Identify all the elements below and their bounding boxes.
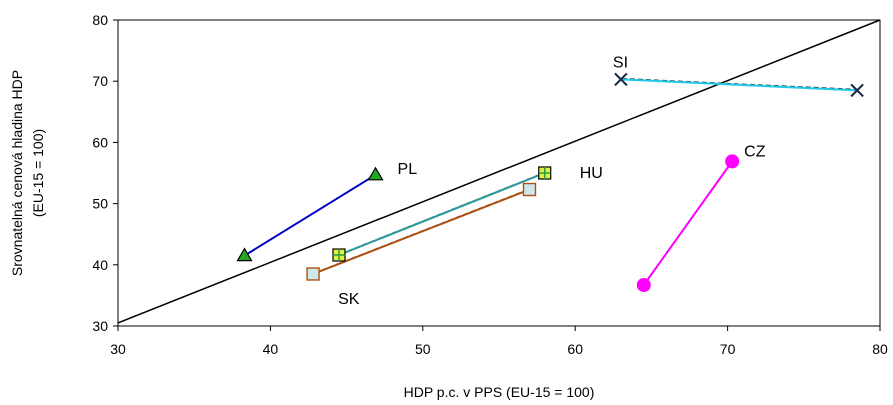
- x-tick-label: 40: [263, 341, 279, 357]
- x-tick-label: 50: [415, 341, 431, 357]
- y-tick-label: 70: [92, 73, 108, 89]
- y-tick-label: 40: [92, 257, 108, 273]
- y-tick-label: 30: [92, 318, 108, 334]
- x-axis-title: HDP p.c. v PPS (EU-15 = 100): [404, 384, 595, 400]
- reference-line: [117, 19, 881, 324]
- series-line: [642, 160, 733, 286]
- y-axis-title: Srovnatelná cenová hladina HDP: [9, 70, 25, 276]
- x-tick-label: 70: [720, 341, 736, 357]
- x-tick-label: 30: [110, 341, 126, 357]
- marker-square: [522, 182, 537, 197]
- marker-circle: [636, 277, 651, 292]
- series-label-hu: HU: [580, 165, 603, 182]
- series-line: [620, 78, 858, 92]
- marker-square: [306, 267, 320, 281]
- series-line: [338, 172, 546, 256]
- series-label-cz: CZ: [744, 143, 766, 160]
- series-label-si: SI: [613, 54, 628, 71]
- marker-circle: [725, 154, 740, 169]
- y-tick-label: 60: [92, 134, 108, 150]
- marker-triangle: [236, 247, 253, 262]
- marker-triangle: [367, 166, 384, 181]
- series-label-pl: PL: [398, 161, 418, 178]
- y-tick-label: 80: [92, 12, 108, 28]
- marker-x-b: [614, 72, 628, 87]
- series-line: [312, 188, 530, 275]
- y-axis-title-line-2: (EU-15 = 100): [30, 129, 46, 217]
- series-line: [243, 173, 377, 257]
- marker-x-b: [850, 83, 864, 98]
- series-label-sk: SK: [338, 291, 360, 308]
- x-tick-label: 60: [567, 341, 583, 357]
- y-tick-label: 50: [92, 196, 108, 212]
- x-tick-label: 80: [872, 341, 888, 357]
